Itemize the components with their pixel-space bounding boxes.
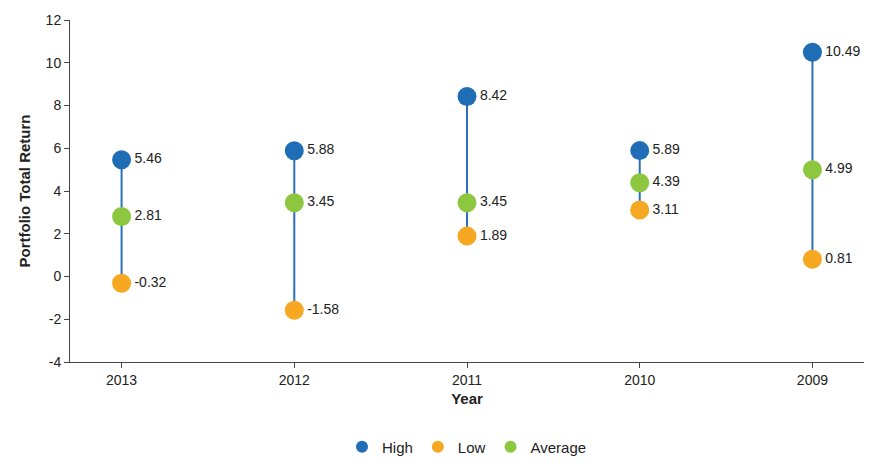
svg-text:2011: 2011 — [452, 372, 482, 388]
svg-text:3.45: 3.45 — [307, 193, 334, 209]
svg-text:10.49: 10.49 — [825, 43, 860, 59]
svg-text:2: 2 — [53, 226, 61, 242]
svg-text:5.88: 5.88 — [307, 141, 334, 157]
svg-text:0: 0 — [53, 268, 61, 284]
svg-text:8: 8 — [53, 97, 61, 113]
svg-text:Average: Average — [531, 439, 587, 456]
svg-text:0.81: 0.81 — [825, 250, 852, 266]
svg-text:2.81: 2.81 — [134, 207, 161, 223]
svg-text:-4: -4 — [49, 354, 62, 370]
svg-text:2013: 2013 — [106, 372, 137, 388]
svg-text:3.45: 3.45 — [480, 193, 507, 209]
svg-text:2009: 2009 — [797, 372, 828, 388]
svg-text:-0.32: -0.32 — [134, 274, 166, 290]
svg-text:10: 10 — [46, 55, 62, 71]
svg-text:2010: 2010 — [624, 372, 655, 388]
svg-text:2012: 2012 — [279, 372, 310, 388]
svg-text:-1.58: -1.58 — [307, 301, 339, 317]
svg-text:6: 6 — [53, 140, 61, 156]
svg-text:1.89: 1.89 — [480, 227, 507, 243]
svg-text:Low: Low — [458, 439, 486, 456]
svg-text:Year: Year — [451, 390, 483, 407]
svg-text:4.39: 4.39 — [653, 173, 680, 189]
svg-text:-2: -2 — [49, 311, 62, 327]
svg-text:3.11: 3.11 — [653, 201, 679, 217]
svg-text:Portfolio Total Return: Portfolio Total Return — [16, 114, 33, 267]
svg-text:5.46: 5.46 — [134, 150, 161, 166]
svg-text:5.89: 5.89 — [653, 141, 680, 157]
svg-text:High: High — [382, 439, 413, 456]
svg-text:8.42: 8.42 — [480, 87, 507, 103]
svg-text:4.99: 4.99 — [825, 160, 852, 176]
svg-text:4: 4 — [53, 183, 61, 199]
svg-text:12: 12 — [46, 12, 62, 28]
